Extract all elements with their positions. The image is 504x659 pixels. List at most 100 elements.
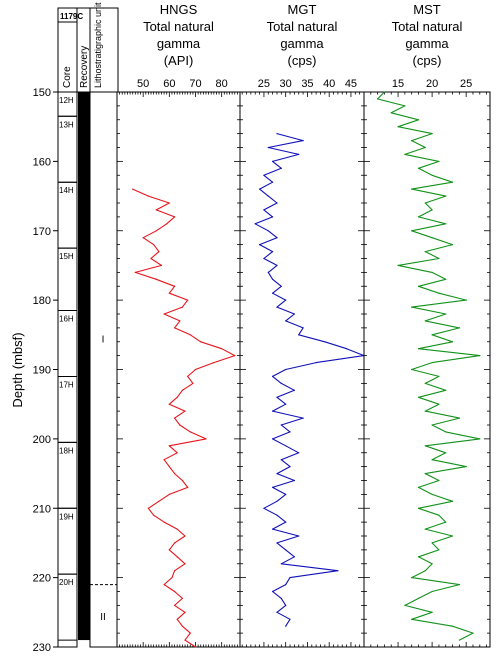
depth-tick-label: 220 [33, 573, 51, 585]
core-label: 17H [59, 380, 74, 389]
log-panel-hngs: HNGS Total natural gamma (API) 50 60 70 80 [116, 2, 241, 648]
log-point [411, 140, 413, 142]
log-point [417, 597, 420, 600]
panel-title-line: gamma [405, 36, 449, 51]
depth-tick-label: 160 [33, 156, 51, 168]
depth-tick-label: 230 [33, 642, 51, 654]
log-point [411, 306, 413, 308]
log-point [315, 362, 317, 364]
log-point [187, 375, 189, 377]
depth-axis-label: Depth (mbsf) [10, 332, 25, 407]
panel-title-line: (cps) [288, 53, 317, 68]
log-point [174, 285, 176, 287]
log-point [259, 188, 261, 190]
log-panel-mst: MST Total natural gamma (cps) 15 20 25 [363, 2, 491, 648]
x-tick-label: 20 [426, 78, 438, 90]
log-point [221, 348, 223, 350]
log-point [174, 216, 176, 218]
log-point [263, 209, 265, 211]
log-point [147, 195, 149, 197]
log-point [213, 362, 215, 364]
log-point [302, 417, 304, 419]
log-point [438, 549, 440, 551]
log-point [451, 625, 454, 627]
log-point [424, 202, 426, 204]
x-tick-label: 25 [460, 78, 472, 90]
log-point [168, 202, 170, 204]
log-point [431, 424, 433, 426]
depth-tick-label: 200 [33, 434, 51, 446]
log-point [417, 119, 420, 121]
log-point [187, 299, 189, 301]
log-point [163, 313, 165, 315]
log-point [285, 625, 287, 627]
log-point [424, 528, 426, 530]
log-point [285, 445, 287, 447]
column-headers: 1179C Core Recovery Lithostratigraphic u… [57, 2, 119, 93]
log-point [293, 313, 295, 315]
log-point [263, 507, 265, 509]
log-point [438, 403, 440, 405]
panel-title-line: Total natural [392, 19, 463, 34]
log-point [134, 271, 136, 273]
core-label: 14H [59, 186, 74, 195]
log-point [163, 521, 165, 523]
recovery-column-header: Recovery [79, 46, 90, 88]
log-point [179, 424, 181, 426]
log-point [181, 389, 183, 391]
x-tick-label: 80 [216, 78, 228, 90]
depth-axis: 150 160 170 180 190 200 210 220 230 [33, 87, 58, 654]
log-panel-mgt: MGT Total natural gamma (cps) 25 30 35 40 45 [239, 2, 365, 648]
log-point [160, 264, 163, 266]
log-point [200, 341, 202, 343]
log-point [158, 500, 160, 502]
log-point [465, 299, 467, 301]
log-point [438, 160, 440, 162]
log-point [431, 493, 433, 495]
log-point [383, 91, 385, 93]
log-point [404, 105, 406, 107]
log-line-hngs [132, 188, 236, 648]
litho-unit-label: I [102, 334, 105, 345]
log-point [417, 486, 420, 488]
log-point [168, 403, 170, 405]
log-point [179, 320, 181, 322]
log-point [438, 375, 440, 377]
log-point [397, 264, 399, 266]
log-point [155, 278, 157, 280]
log-point [280, 285, 282, 287]
log-point [276, 264, 278, 266]
log-point [417, 216, 420, 218]
site-label: 1179C [60, 12, 83, 21]
log-point [174, 473, 176, 475]
depth-tick-label: 210 [33, 503, 51, 515]
x-tick-label: 60 [163, 78, 175, 90]
log-point [272, 216, 274, 218]
log-point [458, 584, 460, 586]
log-point [174, 604, 176, 607]
x-tick-label: 40 [323, 78, 335, 90]
log-point [150, 257, 152, 260]
log-point [424, 382, 426, 384]
log-point [272, 181, 274, 183]
log-point [411, 368, 413, 371]
log-point [298, 535, 300, 537]
x-tick-label: 30 [280, 78, 292, 90]
log-point [158, 251, 160, 253]
log-point [417, 348, 420, 350]
log-point [438, 292, 440, 294]
log-point [272, 438, 274, 440]
log-point [289, 431, 291, 433]
log-point [166, 223, 168, 225]
log-point [424, 570, 426, 572]
log-point [445, 431, 447, 433]
log-panels: HNGS Total natural gamma (API) 50 60 70 80 MGT To… [116, 2, 491, 648]
log-point [155, 209, 157, 211]
log-point [417, 285, 420, 287]
log-point [445, 223, 447, 225]
log-point [293, 389, 295, 391]
log-point [276, 542, 278, 544]
log-point [445, 521, 447, 523]
log-point [263, 257, 265, 260]
log-point [174, 590, 176, 593]
